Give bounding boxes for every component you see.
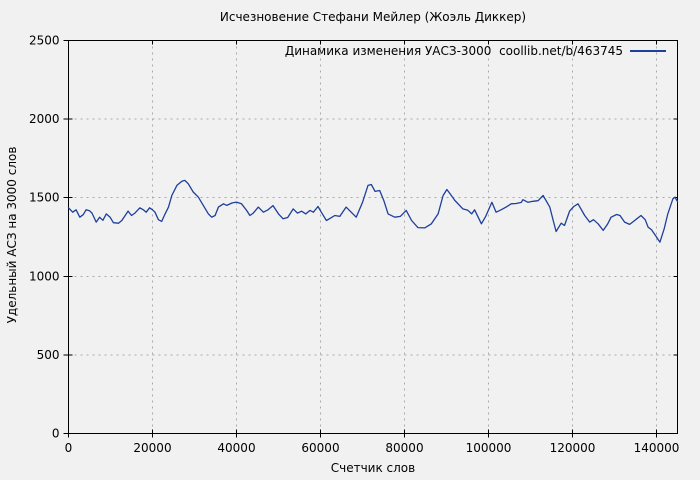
legend-line-sample-icon [630,50,666,52]
chart-title: Исчезновение Стефани Мейлер (Жоэль Дикке… [219,10,527,24]
y-tick-label: 1500 [29,191,60,205]
legend: Динамика изменения УАСЗ-3000 coollib.net… [285,44,666,58]
y-tick-label: 2000 [29,112,60,126]
x-tick-label: 100000 [466,441,512,455]
data-line [67,179,679,243]
x-tick-label: 40000 [217,441,255,455]
x-tick-label: 20000 [133,441,171,455]
x-tick-label: 120000 [550,441,596,455]
x-tick-label: 60000 [301,441,339,455]
y-tick-label: 0 [52,427,60,441]
x-tick-label: 0 [65,441,73,455]
x-axis-label: Счетчик слов [330,461,416,475]
y-tick-label: 2500 [29,34,60,48]
legend-label: Динамика изменения УАСЗ-3000 coollib.net… [284,44,623,58]
y-tick-label: 500 [37,348,60,362]
plot-border [68,40,678,434]
y-tick-label: 1000 [29,269,60,283]
x-tick-label: 80000 [385,441,423,455]
x-tick-label: 140000 [634,441,680,455]
